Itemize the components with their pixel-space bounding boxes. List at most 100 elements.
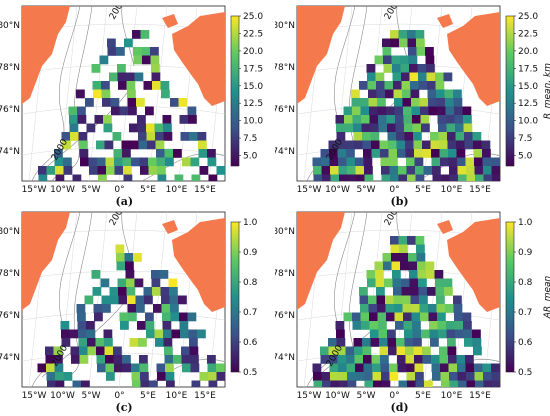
data-cell (143, 287, 153, 296)
data-cell (173, 149, 182, 158)
data-cell (88, 157, 98, 167)
data-cell (189, 338, 198, 347)
data-cell (388, 149, 398, 158)
data-cell (388, 346, 397, 356)
data-cell (466, 372, 475, 381)
data-cell (374, 261, 384, 271)
data-cell (313, 166, 322, 175)
data-cell (98, 174, 107, 181)
data-cell (107, 47, 117, 56)
data-cell (86, 123, 96, 133)
island-landmass (162, 14, 178, 28)
data-cell (448, 363, 458, 373)
data-cell (163, 329, 172, 339)
longitude-label: 10°W (325, 185, 350, 195)
data-cell (46, 166, 56, 175)
data-cell (472, 329, 481, 339)
data-cell (119, 312, 129, 322)
data-cell (106, 372, 115, 381)
svalbard-landmass (447, 218, 500, 312)
colorbar-tick-label: 10.0 (243, 117, 263, 127)
data-cell (384, 81, 394, 90)
data-cell (401, 278, 410, 288)
data-cell (398, 166, 407, 175)
data-cell (169, 295, 179, 305)
data-cell (465, 363, 475, 373)
data-cell (161, 304, 171, 313)
data-cell (435, 278, 444, 288)
latitude-label: 76°N (275, 105, 295, 115)
data-cell (77, 115, 87, 124)
data-cell (449, 174, 459, 181)
data-cell (355, 166, 365, 175)
data-cell (329, 149, 338, 158)
panel-label: (d) (390, 401, 409, 414)
data-cell (425, 47, 434, 56)
data-cell (129, 338, 139, 347)
data-cell (321, 372, 331, 381)
data-cell (216, 363, 225, 373)
data-cell (178, 295, 187, 305)
data-cell (312, 363, 322, 373)
data-cell (131, 157, 140, 167)
data-cell (406, 157, 415, 167)
data-cell (406, 166, 416, 175)
data-cell (405, 149, 415, 158)
colorbar-tick-label: 20.0 (518, 47, 538, 57)
data-cell (134, 72, 144, 82)
data-cell (428, 312, 438, 322)
data-cell (126, 72, 135, 82)
data-cell (140, 380, 150, 387)
data-cell (440, 157, 449, 167)
data-cell (416, 47, 426, 56)
data-cell (136, 98, 145, 107)
data-cell (353, 338, 363, 347)
data-cell (364, 380, 374, 387)
colorbar-tick-label: 20.0 (243, 47, 263, 57)
data-cell (352, 321, 362, 330)
data-cell (436, 295, 445, 305)
data-cell (367, 278, 376, 288)
data-cell (368, 98, 378, 107)
data-cell (216, 372, 225, 381)
data-cell (414, 157, 424, 167)
colorbar-tick-label: 7.5 (518, 134, 532, 144)
data-cell (336, 132, 346, 141)
data-cell (400, 55, 409, 65)
data-cell (400, 64, 410, 73)
data-cell (139, 157, 149, 167)
data-cell (133, 47, 142, 56)
data-cell (377, 98, 386, 107)
data-cell (420, 312, 429, 322)
data-cell (328, 140, 338, 150)
longitude-label: 10°E (166, 185, 188, 195)
longitude-label: 10°W (325, 391, 350, 401)
data-cell (71, 355, 80, 364)
data-cell (417, 64, 427, 73)
island-landmass (162, 220, 178, 234)
data-cell (418, 81, 428, 90)
data-cell (475, 174, 484, 181)
latitude-label: 80°N (275, 227, 295, 237)
data-cell (330, 380, 340, 387)
data-cell (389, 372, 399, 381)
data-cell (396, 346, 406, 356)
data-cell (362, 132, 371, 141)
data-cell (337, 355, 347, 364)
data-cell (414, 355, 423, 364)
data-cell (155, 338, 164, 347)
data-cell (402, 295, 411, 305)
data-cell (126, 81, 136, 90)
data-cell (439, 140, 448, 150)
data-cell (180, 329, 189, 339)
data-cell (457, 166, 467, 175)
data-cell (409, 64, 418, 73)
data-cell (426, 64, 435, 73)
data-cell (139, 363, 149, 373)
data-cell (463, 115, 472, 124)
data-cell (463, 321, 472, 330)
data-cell (127, 98, 137, 107)
data-cell (102, 98, 111, 107)
data-cell (124, 253, 134, 262)
data-cell (416, 38, 425, 48)
